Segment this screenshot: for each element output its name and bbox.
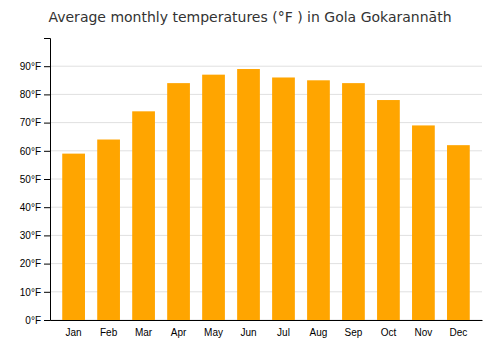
y-tick-label: 80°F [20,89,41,100]
x-tick-label: Jul [277,327,290,338]
x-tick: Aug [310,327,328,338]
bar [97,140,120,320]
y-tick-mark [44,179,50,180]
y-tick: 60°F [20,146,50,157]
x-tick: Jun [240,327,256,338]
y-tick-label: 10°F [20,287,41,298]
y-tick-label: 70°F [20,117,41,128]
chart-container: 0°F 10°F 20°F 30°F 40°F 50°F 60°F 70°F 80°F 90°F J… [0,0,500,350]
x-tick-label: Jan [66,327,82,338]
y-tick-label: 0°F [25,315,41,326]
y-tick: 40°F [20,202,50,213]
x-axis: Jan Feb Mar Apr May Jun Jul Aug Sep Oct Nov Dec [51,321,483,339]
y-tick: 50°F [20,174,50,185]
x-tick: Dec [449,327,467,338]
bar [412,125,435,320]
bar [167,83,190,320]
chart-svg: 0°F 10°F 20°F 30°F 40°F 50°F 60°F 70°F 80°F 90°F J… [0,0,500,350]
y-tick: 0°F [25,315,50,326]
bar [237,69,260,320]
y-tick: 80°F [20,89,50,100]
x-tick-label: May [204,327,223,338]
x-tick: May [204,327,223,338]
x-tick-label: Aug [310,327,328,338]
x-tick: Jul [277,327,290,338]
title: Average monthly temperatures (°F ) in Go… [48,9,451,25]
y-tick: 30°F [20,230,50,241]
y-tick: 20°F [20,258,50,269]
x-tick-label: Jun [240,327,256,338]
y-tick: 10°F [20,287,50,298]
x-tick: Oct [381,327,397,338]
x-tick: Sep [345,327,363,338]
bar [62,154,85,320]
y-axis: 0°F 10°F 20°F 30°F 40°F 50°F 60°F 70°F 80°F 90°F [20,39,51,326]
x-tick-label: Oct [381,327,397,338]
y-tick-mark [44,123,50,124]
x-axis-line [51,320,483,321]
x-tick-label: Apr [171,327,187,338]
y-tick-mark [44,207,50,208]
y-tick-mark [44,264,50,265]
x-tick-label: Nov [415,327,433,338]
y-tick-mark [44,66,50,67]
y-tick-mark [44,235,50,236]
bar [307,80,330,320]
y-tick-label: 50°F [20,174,41,185]
y-tick-mark [44,94,50,95]
x-tick-label: Sep [345,327,363,338]
y-tick-mark [44,320,50,321]
x-tick: Feb [100,327,118,338]
grid-line [50,122,482,123]
x-tick: Mar [135,327,153,338]
y-tick: 90°F [20,61,50,72]
bar [377,100,400,320]
y-tick-label: 90°F [20,61,41,72]
bars [62,69,470,320]
x-tick: Nov [415,327,433,338]
y-tick-mark [44,151,50,152]
x-tick-label: Feb [100,327,118,338]
bar [447,145,470,320]
grid-line [50,94,482,95]
x-tick: Apr [171,327,187,338]
y-tick-label: 30°F [20,230,41,241]
bar [272,77,295,320]
y-tick-label: 20°F [20,258,41,269]
grid-line [50,66,482,67]
bar [132,111,155,320]
x-tick: Jan [66,327,82,338]
bar [202,75,225,320]
y-tick-mark [44,292,50,293]
bar [342,83,365,320]
x-tick-label: Mar [135,327,153,338]
grid [50,66,482,320]
y-axis-line [44,39,51,321]
y-tick-label: 40°F [20,202,41,213]
y-tick-label: 60°F [20,146,41,157]
x-tick-label: Dec [449,327,467,338]
plot-area: 0°F 10°F 20°F 30°F 40°F 50°F 60°F 70°F 80°F 90°F J… [20,39,483,339]
y-tick: 70°F [20,117,50,128]
